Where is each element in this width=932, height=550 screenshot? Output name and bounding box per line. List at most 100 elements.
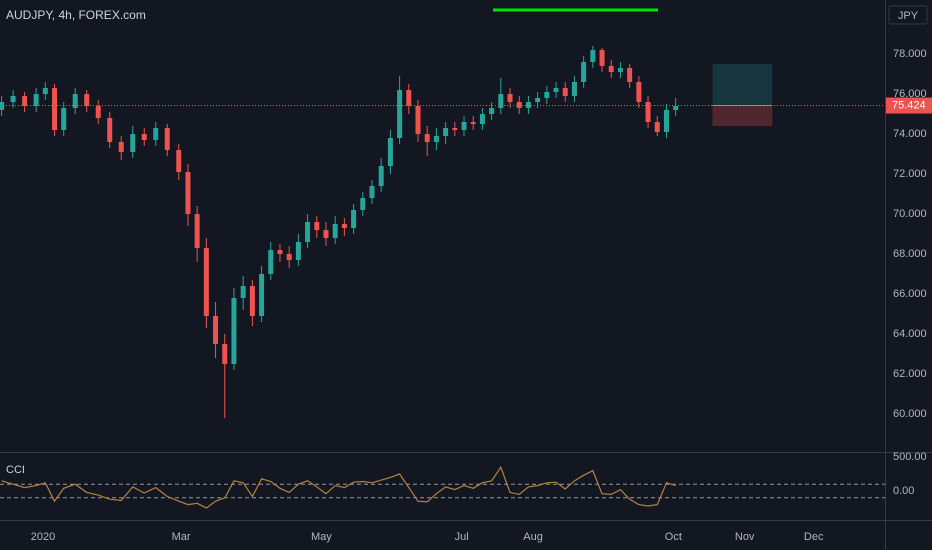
x-tick-label: Aug xyxy=(523,531,543,543)
candle-body xyxy=(663,110,669,132)
x-tick-label: Jul xyxy=(455,531,469,543)
candle-body xyxy=(673,106,679,110)
candle-body xyxy=(286,254,292,260)
candle-body xyxy=(617,68,623,72)
last-price-box xyxy=(886,97,932,114)
candle-body xyxy=(203,248,209,316)
candle-body xyxy=(249,286,255,316)
y-tick-label: 62.000 xyxy=(893,368,927,380)
candle-body xyxy=(498,94,504,108)
candle-body xyxy=(213,316,219,344)
candle-body xyxy=(553,88,559,92)
candle-body xyxy=(351,210,357,228)
indicator-title: CCI xyxy=(6,464,25,476)
candle-body xyxy=(95,106,101,118)
candle-body xyxy=(305,222,311,242)
candle-body xyxy=(470,122,476,124)
y-tick-label: 70.000 xyxy=(893,208,927,220)
candle-body xyxy=(314,222,320,230)
candle-body xyxy=(332,224,338,238)
candle-body xyxy=(562,88,568,96)
position-target xyxy=(712,64,773,106)
candle-body xyxy=(33,94,39,106)
y-tick-label: 78.000 xyxy=(893,48,927,60)
candle-body xyxy=(164,128,170,150)
candle-body xyxy=(443,128,449,136)
candle-body xyxy=(360,198,366,210)
candle-body xyxy=(295,242,301,260)
position-stop xyxy=(712,105,773,126)
x-tick-label: 2020 xyxy=(31,531,55,543)
candle-body xyxy=(535,98,541,102)
candle-body xyxy=(84,94,90,106)
candle-body xyxy=(231,298,237,364)
candle-body xyxy=(194,214,200,248)
candle-body xyxy=(581,62,587,82)
candle-body xyxy=(406,90,412,106)
candle-body xyxy=(277,250,283,254)
candle-body xyxy=(433,136,439,142)
x-tick-label: May xyxy=(311,531,332,543)
candle-body xyxy=(240,286,246,298)
candle-body xyxy=(599,50,605,66)
candle-body xyxy=(107,118,113,142)
candle-body xyxy=(387,138,393,166)
candle-body xyxy=(544,92,550,98)
x-tick-label: Mar xyxy=(172,531,191,543)
candle-body xyxy=(153,128,159,140)
candle-body xyxy=(525,102,531,108)
y-tick-label: 74.000 xyxy=(893,128,927,140)
currency-label[interactable]: JPY xyxy=(898,10,919,22)
candle-body xyxy=(590,50,596,62)
candle-body xyxy=(378,166,384,186)
x-tick-label: Dec xyxy=(804,531,824,543)
candle-body xyxy=(52,88,58,130)
candle-body xyxy=(118,142,124,152)
candle-body xyxy=(61,108,67,130)
cci-line xyxy=(1,465,676,509)
candle-body xyxy=(185,172,191,214)
y-tick-label: 60.000 xyxy=(893,408,927,420)
candle-body xyxy=(42,88,48,94)
candle-body xyxy=(654,122,660,132)
candle-body xyxy=(461,122,467,130)
candle-body xyxy=(645,102,651,122)
candle-body xyxy=(341,224,347,228)
chart-title: AUDJPY, 4h, FOREX.com xyxy=(6,8,146,22)
candle-body xyxy=(452,128,458,130)
candle-body xyxy=(323,230,329,238)
y-tick-label: 500.00 xyxy=(893,451,927,463)
currency-box[interactable] xyxy=(888,5,928,25)
candle-body xyxy=(424,134,430,142)
candle-body xyxy=(627,68,633,82)
candle-body xyxy=(0,102,5,110)
y-tick-label: 76.000 xyxy=(893,88,927,100)
candle-body xyxy=(10,96,16,102)
candle-body xyxy=(516,102,522,108)
candle-body xyxy=(72,94,78,108)
x-tick-label: Oct xyxy=(665,531,682,543)
candle-body xyxy=(259,274,265,316)
x-tick-label: Nov xyxy=(735,531,755,543)
candle-body xyxy=(141,134,147,140)
candle-body xyxy=(222,344,228,364)
candle-body xyxy=(571,82,577,96)
y-tick-label: 0.00 xyxy=(893,485,914,497)
last-price-label: 75.424 xyxy=(892,99,926,111)
candle-body xyxy=(268,250,274,274)
candle-body xyxy=(489,108,495,114)
candle-body xyxy=(397,90,403,138)
y-tick-label: 64.000 xyxy=(893,328,927,340)
candle-body xyxy=(130,134,136,152)
candle-body xyxy=(608,66,614,72)
y-tick-label: 66.000 xyxy=(893,288,927,300)
y-tick-label: 72.000 xyxy=(893,168,927,180)
candle-body xyxy=(369,186,375,198)
candle-body xyxy=(507,94,513,102)
candle-body xyxy=(415,106,421,134)
candle-body xyxy=(479,114,485,124)
candle-body xyxy=(636,82,642,102)
